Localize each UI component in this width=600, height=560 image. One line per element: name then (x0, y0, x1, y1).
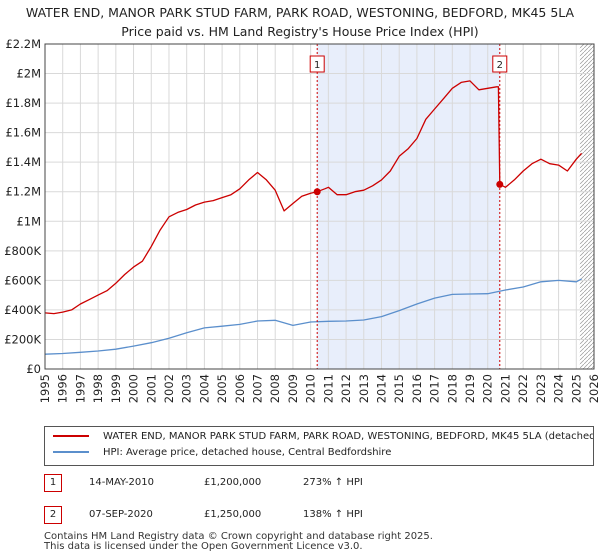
x-tick-label: 2023 (534, 374, 548, 403)
forecast-hatch (579, 44, 594, 369)
sale-point (313, 188, 321, 196)
legend-item-property: WATER END, MANOR PARK STUD FARM, PARK RO… (53, 431, 594, 447)
y-tick-label: £1.8M (5, 96, 41, 110)
series-line-property (44, 80, 583, 315)
y-tick-label: £1.2M (5, 185, 41, 199)
sale-date: 07-SEP-2020 (89, 509, 153, 520)
legend-swatch-property (53, 435, 89, 437)
x-tick-label: 1997 (73, 374, 87, 403)
y-tick-label: £2.2M (5, 37, 41, 51)
sale-number-badge: 2 (44, 506, 62, 524)
x-tick-label: 2012 (339, 374, 353, 403)
plot-border (44, 43, 595, 370)
y-tick-label: £200K (4, 332, 41, 346)
legend-item-hpi: HPI: Average price, detached house, Cent… (53, 447, 391, 463)
x-tick-label: 2000 (127, 374, 141, 403)
footer-line-2: This data is licensed under the Open Gov… (44, 541, 363, 552)
price-chart: 1 2 £0 £200K £400K £600K £800K £1M £1.2M £1.4M £1… (4, 37, 600, 403)
sale-hpi-change: 273% ↑ HPI (303, 477, 363, 488)
x-tick-label: 2006 (233, 374, 247, 403)
y-tick-label: £400K (4, 303, 41, 317)
x-tick-label: 2015 (392, 374, 406, 403)
y-tick-label: £1.4M (5, 155, 41, 169)
x-tick-label: 2022 (516, 374, 530, 403)
x-tick-label: 2008 (268, 374, 282, 403)
shaded-region (317, 44, 500, 369)
x-tick-label: 2014 (374, 374, 388, 403)
x-tick-label: 2003 (180, 374, 194, 403)
legend-label-property: WATER END, MANOR PARK STUD FARM, PARK RO… (103, 431, 594, 442)
x-tick-label: 2005 (215, 374, 229, 403)
sale-marker-label: 1 (314, 60, 320, 71)
title-line-2: Price paid vs. HM Land Registry's House … (121, 24, 479, 39)
y-tick-label: £1.6M (5, 126, 41, 140)
sale-marker-label: 2 (497, 60, 503, 71)
x-tick-label: 2011 (321, 374, 335, 403)
x-tick-label: 2025 (569, 374, 583, 403)
x-tick-label: 1995 (38, 374, 52, 403)
x-tick-label: 2016 (410, 374, 424, 403)
y-tick-label: £2M (16, 67, 41, 81)
footer-attribution: Contains HM Land Registry data © Crown c… (44, 532, 433, 552)
x-tick-label: 2020 (481, 374, 495, 403)
sale-price: £1,200,000 (204, 477, 262, 488)
legend: WATER END, MANOR PARK STUD FARM, PARK RO… (44, 426, 594, 466)
series-line-hpi (44, 278, 582, 355)
title-line-1: WATER END, MANOR PARK STUD FARM, PARK RO… (25, 5, 575, 20)
x-tick-label: 2019 (463, 374, 477, 403)
x-tick-label: 2004 (197, 374, 211, 403)
legend-swatch-hpi (53, 451, 89, 453)
y-tick-label: £600K (4, 273, 41, 287)
x-tick-label: 1999 (109, 374, 123, 403)
chart-title: WATER END, MANOR PARK STUD FARM, PARK RO… (0, 3, 600, 41)
x-tick-label: 2013 (357, 374, 371, 403)
sale-date: 14-MAY-2010 (89, 477, 155, 488)
footer-line-1: Contains HM Land Registry data © Crown c… (44, 531, 433, 542)
x-tick-label: 2021 (498, 374, 512, 403)
sale-row: 2 07-SEP-2020 £1,250,000 138% ↑ HPI (44, 506, 584, 526)
sale-marker-box (309, 55, 325, 73)
x-tick-label: 2018 (445, 374, 459, 403)
x-tick-label: 2007 (251, 374, 265, 403)
x-tick-label: 2001 (144, 374, 158, 403)
sale-number-badge: 1 (44, 474, 62, 492)
x-tick-label: 1996 (56, 374, 70, 403)
legend-label-hpi: HPI: Average price, detached house, Cent… (103, 447, 392, 458)
x-tick-label: 2009 (286, 374, 300, 403)
sale-price: £1,250,000 (204, 509, 262, 520)
y-tick-label: £800K (4, 244, 41, 258)
x-tick-label: 2024 (552, 374, 566, 403)
x-tick-label: 2026 (587, 374, 600, 403)
sale-marker-box (492, 55, 508, 73)
sale-point (496, 180, 504, 188)
x-tick-label: 2010 (304, 374, 318, 403)
y-tick-label: £0 (26, 362, 41, 376)
x-tick-label: 1998 (91, 374, 105, 403)
y-tick-label: £1M (16, 214, 41, 228)
sale-hpi-change: 138% ↑ HPI (303, 509, 363, 520)
x-tick-label: 2017 (428, 374, 442, 403)
x-tick-label: 2002 (162, 374, 176, 403)
sale-row: 1 14-MAY-2010 £1,200,000 273% ↑ HPI (44, 474, 584, 494)
